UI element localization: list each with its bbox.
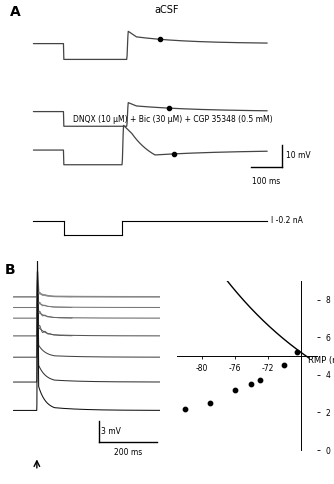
X-axis label: RMP (mV): RMP (mV) [308,356,334,365]
Point [207,399,213,407]
Text: aCSF: aCSF [155,5,179,15]
Text: DNQX (10 μM) + Bic (30 μM) + CGP 35348 (0.5 mM): DNQX (10 μM) + Bic (30 μM) + CGP 35348 (… [73,115,273,124]
Text: A: A [10,5,21,19]
Text: 3 mV: 3 mV [101,427,121,436]
Point [294,348,299,356]
Text: 100 ms: 100 ms [252,177,281,186]
Text: 10 mV: 10 mV [286,151,311,160]
Point [183,405,188,412]
Point [248,380,254,388]
Text: 200 ms: 200 ms [114,448,142,457]
Point [257,377,262,384]
Point [232,386,237,394]
Text: B: B [5,263,16,277]
Point [282,362,287,369]
Text: I -0.2 nA: I -0.2 nA [271,216,302,225]
